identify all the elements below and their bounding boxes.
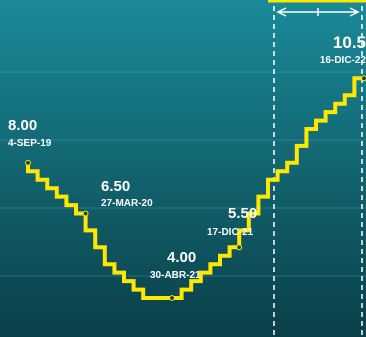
data-point-16 [180,296,184,300]
data-point-13 [151,296,155,300]
annotation-dot-1 [82,210,89,217]
annotation-dot-0 [25,159,31,166]
data-point-30 [314,127,318,131]
data-point-27 [285,169,289,173]
data-point-11 [132,279,136,283]
annotation-date-0: 4-SEP-19 [8,138,52,149]
data-point-23 [247,228,251,232]
data-point-2 [45,178,49,182]
data-point-9 [112,262,116,266]
data-point-5 [74,203,78,207]
data-point-18 [199,279,203,283]
data-point-7 [93,228,97,232]
annotation-dot-4 [361,75,366,82]
data-point-21 [228,254,232,258]
data-point-4 [64,195,68,199]
annotation-value-4: 10.5 [333,33,366,52]
annotation-date-4: 16-DIC-22 [320,55,366,66]
series-line [26,76,364,300]
data-point-25 [266,195,270,199]
annotation-date-3: 17-DIC-21 [207,227,254,238]
data-point-19 [208,271,212,275]
data-point-34 [352,93,356,97]
data-point-32 [333,110,337,114]
data-point-1 [36,169,40,173]
annotation-date-1: 27-MAR-20 [101,198,153,209]
data-point-24 [256,211,260,216]
annotation-date-2: 30-ABR-21 [150,270,201,281]
annotation-dot-3 [236,244,243,251]
range-bracket [276,7,360,17]
data-point-12 [141,288,145,292]
data-point-31 [324,119,328,123]
annotation-dot-2 [169,295,175,301]
data-point-29 [304,144,308,148]
annotation-value-0: 8.00 [8,117,37,134]
data-point-17 [189,288,193,292]
data-point-33 [343,102,347,106]
data-point-26 [276,178,280,182]
data-point-14 [160,296,164,300]
annotation-value-2: 4.00 [167,249,196,266]
annotation-value-3: 5.50 [228,205,257,222]
data-point-3 [55,186,59,190]
annotation-value-1: 6.50 [101,178,130,195]
data-point-8 [103,245,107,249]
data-point-28 [295,161,299,165]
data-point-10 [122,271,126,275]
data-point-20 [218,262,222,266]
